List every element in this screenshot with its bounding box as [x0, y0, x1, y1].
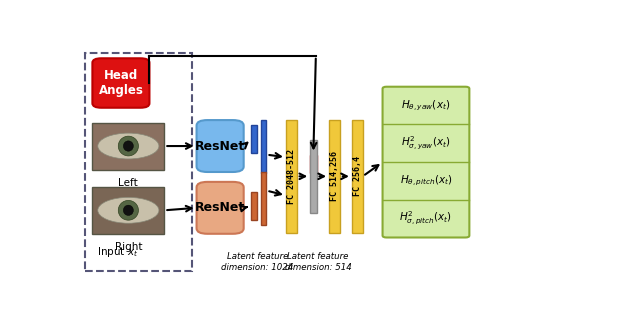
Bar [286, 120, 297, 232]
Ellipse shape [98, 133, 159, 159]
FancyBboxPatch shape [196, 120, 244, 172]
FancyBboxPatch shape [196, 182, 244, 234]
Ellipse shape [118, 200, 138, 220]
Bar [92, 123, 164, 169]
Text: ResNet: ResNet [195, 201, 245, 214]
Ellipse shape [118, 136, 138, 156]
Text: FC 2048-512: FC 2048-512 [287, 149, 296, 204]
Text: Input $x_t$: Input $x_t$ [97, 245, 138, 258]
Text: ResNet: ResNet [195, 140, 245, 152]
Text: FC 256,4: FC 256,4 [353, 156, 362, 196]
Bar [251, 192, 257, 220]
Text: $H_{\theta,pitch}(x_t)$: $H_{\theta,pitch}(x_t)$ [399, 174, 452, 188]
Bar [261, 172, 266, 225]
Text: $H^2_{\sigma,yaw}(x_t)$: $H^2_{\sigma,yaw}(x_t)$ [401, 134, 451, 152]
Bar [92, 187, 164, 234]
Bar [352, 120, 363, 232]
Bar [329, 120, 340, 232]
Ellipse shape [124, 141, 133, 151]
Bar [310, 155, 317, 173]
Ellipse shape [124, 205, 133, 215]
Text: Head
Angles: Head Angles [99, 69, 143, 97]
Ellipse shape [98, 197, 159, 223]
Text: Latent feature
dimension: 1024: Latent feature dimension: 1024 [221, 252, 294, 272]
Text: Right: Right [115, 242, 142, 252]
Text: Left: Left [118, 178, 138, 188]
Text: $H^2_{\sigma,pitch}(x_t)$: $H^2_{\sigma,pitch}(x_t)$ [399, 210, 452, 227]
Bar [261, 120, 266, 173]
Text: FC 514,256: FC 514,256 [330, 151, 339, 201]
Text: Latent feature
dimension: 514: Latent feature dimension: 514 [285, 252, 351, 272]
FancyBboxPatch shape [383, 87, 469, 238]
Bar [310, 140, 317, 213]
Bar [251, 125, 257, 153]
FancyBboxPatch shape [92, 58, 150, 108]
Bar [85, 53, 191, 271]
Text: $H_{\theta,yaw}(x_t)$: $H_{\theta,yaw}(x_t)$ [401, 98, 451, 113]
